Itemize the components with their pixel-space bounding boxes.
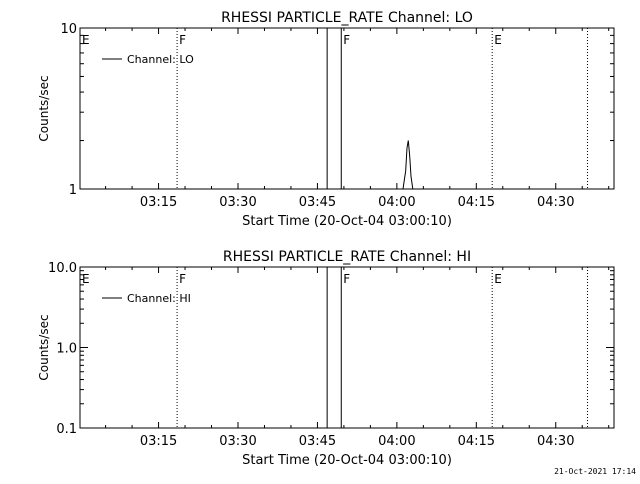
chart1-x-tick-label: 04:15	[458, 195, 495, 210]
chart1-legend-label: Channel: LO	[127, 53, 194, 66]
chart2-x-tick-label: 04:30	[537, 434, 574, 449]
chart1-event-marker-label: F	[343, 33, 350, 47]
chart1-title: RHESSI PARTICLE_RATE Channel: LO	[221, 10, 473, 26]
chart1-x-axis-label: Start Time (20-Oct-04 03:00:10)	[242, 214, 452, 229]
chart1-series-line	[402, 140, 414, 190]
chart1-event-marker-label: F	[179, 33, 186, 47]
chart2-x-tick-label: 04:00	[378, 434, 415, 449]
chart2-event-marker-label: F	[179, 272, 186, 286]
chart2-y-tick-label: 1.0	[56, 342, 77, 357]
chart1-event-marker-label: E	[82, 33, 90, 47]
chart1-x-tick-label: 03:15	[140, 195, 177, 210]
chart2-y-tick-label: 10.0	[48, 261, 77, 276]
chart2-y-axis-label: Counts/sec	[37, 314, 51, 380]
chart2-x-tick-label: 03:15	[140, 434, 177, 449]
chart1-x-tick-label: 03:30	[219, 195, 256, 210]
chart1-y-tick-label: 10	[60, 22, 77, 37]
chart1-plot-frame	[79, 27, 615, 190]
chart1-x-tick-label: 04:00	[378, 195, 415, 210]
chart1-y-axis-label: Counts/sec	[37, 75, 51, 141]
chart2-event-marker-label: F	[343, 272, 350, 286]
chart2-title: RHESSI PARTICLE_RATE Channel: HI	[223, 249, 471, 265]
chart1-x-tick-label: 04:30	[537, 195, 574, 210]
chart2-x-tick-label: 03:45	[299, 434, 336, 449]
chart2-event-marker-label: E	[82, 272, 90, 286]
chart2-legend-label: Channel: HI	[127, 292, 191, 305]
chart2-x-tick-label: 04:15	[458, 434, 495, 449]
chart1-event-marker-label: E	[494, 33, 502, 47]
chart2-y-tick-label: 0.1	[56, 422, 77, 437]
chart1-x-tick-label: 03:45	[299, 195, 336, 210]
footer-timestamp: 21-Oct-2021 17:14	[554, 467, 636, 476]
chart2-x-tick-label: 03:30	[219, 434, 256, 449]
chart2-x-axis-label: Start Time (20-Oct-04 03:00:10)	[242, 453, 452, 468]
chart2-event-marker-label: E	[494, 272, 502, 286]
chart1-y-tick-label: 1	[69, 183, 77, 198]
